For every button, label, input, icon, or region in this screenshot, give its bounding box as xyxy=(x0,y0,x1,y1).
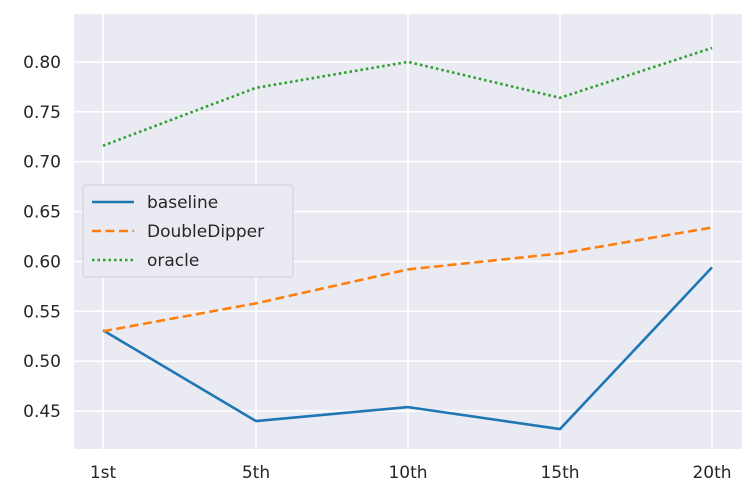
legend-box xyxy=(82,184,294,278)
x-tick-label: 1st xyxy=(90,463,117,483)
legend-label: oracle xyxy=(147,251,199,271)
legend-label: DoubleDipper xyxy=(147,222,264,242)
y-tick-label: 0.60 xyxy=(23,252,61,272)
legend-label: baseline xyxy=(147,193,218,213)
series-lines xyxy=(102,46,713,431)
y-tick-label: 0.80 xyxy=(23,53,61,73)
x-tick-label: 20th xyxy=(692,463,731,483)
y-tick-label: 0.55 xyxy=(23,302,61,322)
y-tick-label: 0.70 xyxy=(23,153,61,173)
y-tick-label: 0.75 xyxy=(23,103,61,123)
x-tick-label: 5th xyxy=(242,463,270,483)
x-tick-label: 10th xyxy=(388,463,427,483)
x-tick-label: 15th xyxy=(540,463,579,483)
tick-labels: 0.45 0.50 0.55 0.60 0.65 0.70 0.75 0.80 1st 5th 10… xyxy=(23,53,731,483)
y-tick-label: 0.50 xyxy=(23,352,61,372)
legend: baseline DoubleDipper oracle xyxy=(82,184,294,278)
y-tick-label: 0.45 xyxy=(23,402,61,422)
y-tick-label: 0.65 xyxy=(23,203,61,223)
